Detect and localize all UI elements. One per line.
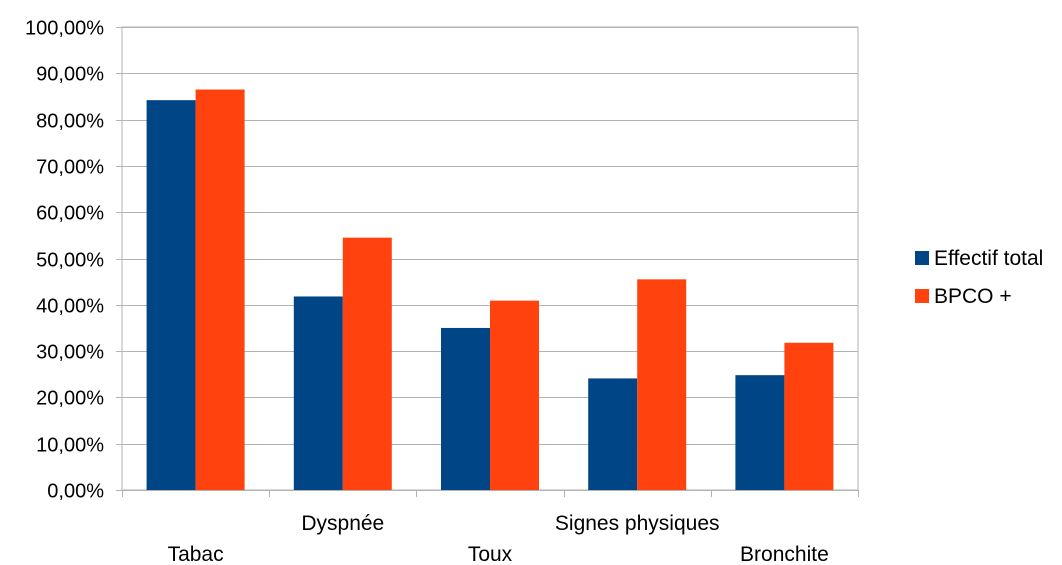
x-category-label: Toux — [468, 543, 513, 565]
legend-swatch — [915, 251, 929, 265]
y-tick-label: 90,00% — [36, 64, 104, 86]
axes — [122, 490, 859, 497]
x-category-label: Signes physiques — [555, 512, 720, 535]
y-tick-label: 30,00% — [36, 342, 104, 364]
legend-label: Effectif total — [934, 247, 1043, 270]
y-tick-label: 50,00% — [36, 250, 104, 272]
bar-effectif-total-1 — [293, 296, 343, 490]
bars — [146, 89, 834, 491]
x-category-label: Tabac — [168, 543, 224, 565]
y-tick-label: 40,00% — [36, 296, 104, 318]
x-axis-labels: Tabac Dyspnée Toux Signes physiques Bronchit… — [168, 512, 829, 565]
legend: Effectif total BPCO + — [915, 247, 1043, 308]
bar-bpco-3 — [637, 279, 687, 490]
y-tick-label: 60,00% — [36, 203, 104, 225]
bar-effectif-total-3 — [588, 378, 638, 490]
bar-bpco-0 — [195, 89, 245, 490]
bar-effectif-total-0 — [146, 100, 196, 491]
y-tick-label: 10,00% — [36, 435, 104, 457]
bar-effectif-total-4 — [735, 375, 785, 490]
y-tick-label: 80,00% — [36, 111, 104, 133]
bar-bpco-1 — [342, 237, 392, 490]
legend-swatch — [915, 289, 929, 303]
y-tick-label: 0,00% — [47, 481, 104, 503]
bar-effectif-total-2 — [441, 327, 490, 490]
bar-bpco-4 — [784, 342, 834, 490]
legend-label: BPCO + — [934, 285, 1012, 308]
y-tick-label: 70,00% — [36, 157, 104, 179]
bar-bpco-2 — [490, 300, 539, 490]
y-tick-label: 20,00% — [36, 388, 104, 410]
y-axis-ticks: 0,00% 10,00% 20,00% 30,00% 40,00% 50,00% 60,00… — [25, 18, 122, 503]
x-category-label: Dyspnée — [301, 512, 384, 535]
y-tick-label: 100,00% — [25, 18, 104, 40]
x-category-label: Bronchite — [740, 543, 829, 565]
